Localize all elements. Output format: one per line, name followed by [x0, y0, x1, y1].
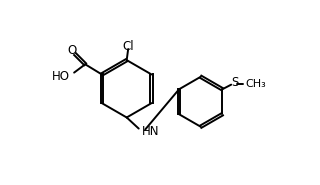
- Text: Cl: Cl: [122, 40, 134, 53]
- Text: S: S: [231, 76, 239, 89]
- Text: HO: HO: [52, 70, 69, 83]
- Text: CH₃: CH₃: [245, 79, 266, 89]
- Text: HN: HN: [142, 125, 160, 138]
- Text: O: O: [67, 44, 76, 58]
